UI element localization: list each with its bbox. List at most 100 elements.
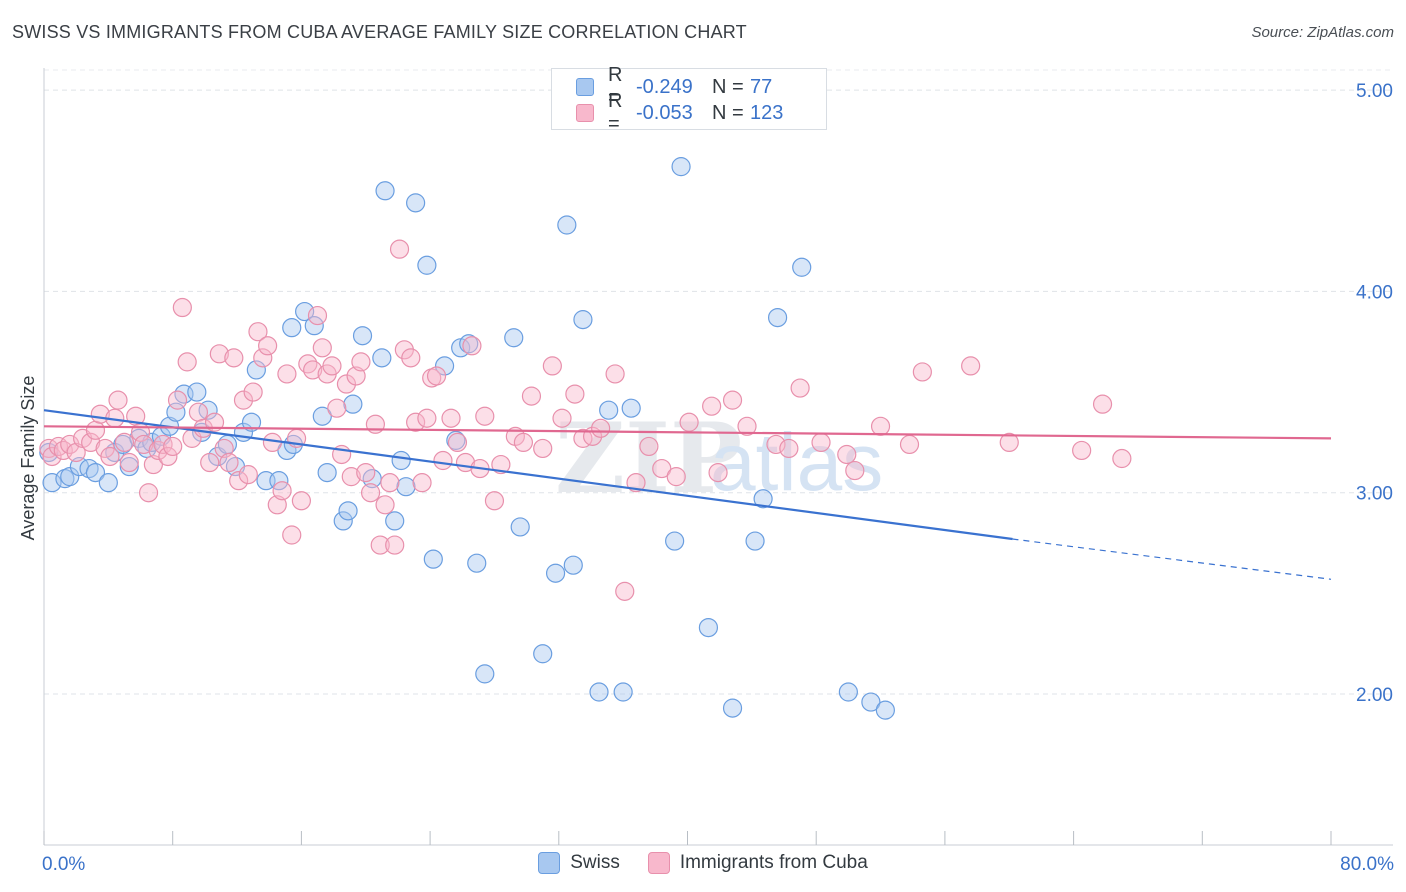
swiss-point — [722, 698, 743, 718]
cuba-point — [341, 467, 361, 487]
cuba-point — [722, 390, 743, 410]
swiss-point — [875, 700, 895, 720]
cuba-point — [679, 412, 699, 432]
swiss-point — [391, 450, 411, 471]
cuba-point — [639, 436, 659, 457]
cuba-point — [188, 402, 209, 422]
swiss-point — [85, 462, 106, 483]
cuba-point — [708, 462, 728, 483]
cuba-point — [243, 382, 263, 402]
cuba-point — [626, 473, 646, 493]
cuba-point — [370, 535, 390, 555]
cuba-point — [385, 535, 405, 555]
cuba-point — [426, 366, 447, 386]
legend-item-cuba: Immigrants from Cuba — [647, 852, 868, 874]
legend-label-swiss: Swiss — [570, 852, 620, 873]
swiss-point — [475, 664, 495, 684]
legend-swatch-swiss — [538, 852, 561, 874]
cuba-point — [380, 473, 400, 493]
cuba-point — [401, 348, 421, 368]
legend-r-label: R = — [608, 64, 623, 109]
cuba-point — [417, 408, 437, 428]
cuba-point — [565, 384, 585, 404]
cuba-point — [591, 418, 611, 438]
y-tick-label: 5.00 — [1356, 81, 1393, 102]
legend-n-label: N = — [712, 101, 744, 124]
cuba-point — [272, 481, 292, 501]
swiss-point — [838, 682, 858, 702]
cuba-point — [412, 473, 432, 493]
cuba-point — [573, 428, 593, 448]
cuba-point — [605, 364, 625, 384]
cuba-point — [100, 446, 120, 467]
cuba-point — [433, 450, 453, 471]
cuba-point — [66, 442, 86, 463]
swiss-point — [589, 682, 609, 702]
cuba-point — [870, 416, 891, 436]
cuba-point — [134, 434, 154, 455]
legend-swatch-cuba — [576, 104, 594, 122]
swiss-point — [745, 531, 765, 551]
swiss-trend-line — [43, 409, 1013, 541]
swiss-point — [792, 257, 812, 277]
cuba-point — [1072, 440, 1092, 461]
cuba-point — [351, 352, 371, 372]
cuba-point — [447, 432, 468, 453]
cuba-trend-line — [43, 425, 1332, 440]
swiss-point — [665, 531, 685, 551]
swiss-point — [861, 692, 881, 712]
cuba-point — [652, 458, 672, 479]
legend-label-cuba: Immigrants from Cuba — [679, 852, 868, 873]
cuba-point — [238, 465, 258, 485]
legend-r-value: -0.053 — [636, 101, 693, 124]
swiss-point — [295, 301, 315, 322]
cuba-point — [312, 338, 332, 358]
swiss-point — [166, 402, 186, 422]
cuba-point — [282, 525, 302, 545]
legend-n-value: 123 — [750, 101, 784, 124]
swiss-point — [510, 517, 530, 537]
chart-title: SWISS VS IMMIGRANTS FROM CUBA AVERAGE FA… — [12, 22, 747, 42]
cuba-point — [172, 297, 192, 318]
legend-n-value: 77 — [750, 75, 773, 98]
swiss-point — [545, 563, 566, 583]
cuba-point — [253, 348, 273, 368]
cuba-point — [177, 352, 197, 372]
swiss-point — [352, 326, 373, 346]
cuba-point — [233, 390, 254, 410]
swiss-point — [119, 456, 139, 477]
swiss-point — [338, 501, 358, 521]
swiss-point — [333, 511, 353, 531]
cuba-point — [85, 420, 106, 440]
y-tick-label: 2.00 — [1356, 685, 1393, 706]
swiss-point — [372, 348, 392, 368]
cuba-point — [484, 491, 505, 511]
swiss-point — [417, 255, 437, 275]
cuba-point — [533, 438, 553, 459]
swiss-point — [317, 462, 337, 483]
cuba-point — [277, 364, 297, 384]
swiss-point — [504, 328, 524, 348]
x-tick-label: 80.0% — [1340, 854, 1394, 875]
swiss-point — [671, 157, 691, 177]
grid-lines — [44, 69, 1393, 695]
cuba-point — [811, 432, 831, 453]
cuba-point — [336, 374, 357, 394]
watermark-zip: ZIP — [555, 402, 742, 515]
cuba-point — [1092, 394, 1113, 414]
swiss-point — [753, 489, 773, 509]
cuba-point — [552, 408, 572, 428]
swiss-point — [375, 181, 395, 201]
legend-r-label: R = — [608, 90, 623, 135]
legend-swatch-cuba — [647, 852, 670, 874]
swiss-point — [385, 511, 405, 531]
cuba-point — [475, 406, 495, 426]
swiss-point — [396, 477, 416, 497]
swiss-point — [198, 400, 218, 420]
cuba-point — [81, 432, 101, 453]
y-tick-label: 3.00 — [1356, 484, 1393, 505]
cuba-point — [248, 322, 268, 342]
cuba-point — [209, 344, 229, 364]
swiss-point — [533, 644, 553, 664]
cuba-point — [158, 446, 178, 467]
